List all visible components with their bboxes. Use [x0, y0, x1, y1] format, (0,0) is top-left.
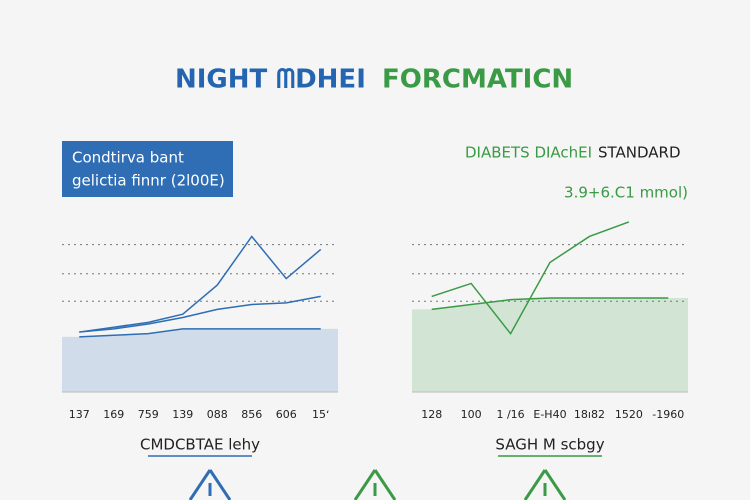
x-tick-label: 169	[103, 408, 124, 421]
x-tick-label: 128	[421, 408, 442, 421]
x-tick-label: -1960	[652, 408, 684, 421]
x-tick-label: 18ı82	[574, 408, 605, 421]
line	[431, 297, 669, 311]
x-tick-label: 1 /16	[496, 408, 524, 421]
note: gelictia finnr (2l00E)	[72, 172, 225, 190]
note: Condtirva bant	[72, 149, 184, 167]
line	[79, 295, 321, 333]
x-axis-label: CMDCBTAE lehy	[140, 436, 260, 454]
area	[62, 328, 338, 392]
note: 3.9+6.C1 mmol)	[564, 184, 688, 202]
note: STANDARD	[598, 144, 681, 162]
note-box	[62, 141, 233, 197]
x-axis-label: SAGH M scbgy	[495, 436, 604, 454]
x-tick-label: 606	[276, 408, 297, 421]
x-tick-label: 15ʻ	[312, 408, 330, 421]
x-tick-label: 088	[207, 408, 228, 421]
line	[431, 221, 630, 336]
title-part: FORCMATICN	[382, 65, 573, 95]
area	[412, 298, 688, 392]
x-tick-label: 759	[138, 408, 159, 421]
note: DIABETS DIAchEI	[465, 144, 592, 162]
x-tick-label: E-H40	[533, 408, 566, 421]
x-tick-label: 100	[461, 408, 482, 421]
x-tick-label: 856	[241, 408, 262, 421]
x-tick-label: 139	[172, 408, 193, 421]
x-tick-label: 1520	[615, 408, 643, 421]
line	[79, 328, 321, 338]
x-tick-label: 137	[69, 408, 90, 421]
line	[79, 235, 322, 333]
title-part: NIGHT ᗰDHEI	[175, 65, 366, 95]
warning-icons	[188, 469, 567, 500]
